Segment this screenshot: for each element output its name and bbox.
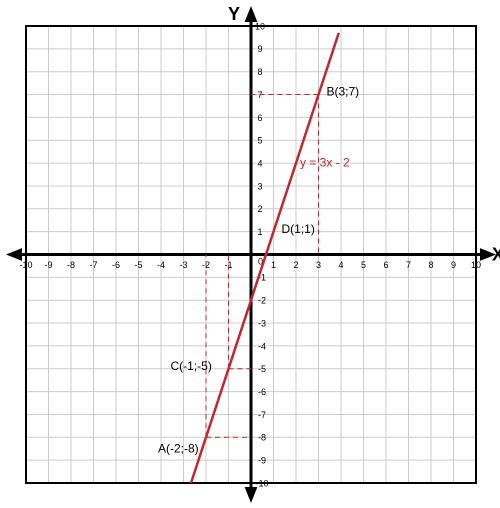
y-tick-label: 3 <box>257 181 262 191</box>
y-tick-label: -4 <box>258 341 266 351</box>
y-tick-label: 10 <box>255 21 265 31</box>
x-tick-label: -5 <box>134 260 142 270</box>
x-tick-label: -4 <box>157 260 165 270</box>
x-tick-label: 5 <box>361 260 366 270</box>
y-tick-label: 5 <box>257 136 262 146</box>
y-axis-title: Y <box>228 4 240 24</box>
y-tick-label: 6 <box>257 113 262 123</box>
x-tick-label: 4 <box>338 260 343 270</box>
x-tick-label: 2 <box>293 260 298 270</box>
y-tick-label: -6 <box>258 387 266 397</box>
point-label-A: A(-2;-8) <box>158 441 199 455</box>
y-tick-label: -7 <box>258 410 266 420</box>
y-tick-label: -10 <box>255 478 268 488</box>
x-tick-label: 6 <box>383 260 388 270</box>
x-tick-label: 9 <box>451 260 456 270</box>
x-tick-label: -8 <box>67 260 75 270</box>
y-tick-label: -3 <box>258 318 266 328</box>
point-label-D: D(1;1) <box>282 222 315 236</box>
y-tick-label: 8 <box>257 67 262 77</box>
y-tick-label: 2 <box>257 204 262 214</box>
x-tick-label: 10 <box>471 260 481 270</box>
linear-chart: -10-9-8-7-6-5-4-3-2-112345678910-10-9-8-… <box>0 0 500 508</box>
chart-svg: -10-9-8-7-6-5-4-3-2-112345678910-10-9-8-… <box>0 0 500 508</box>
x-tick-label: 8 <box>428 260 433 270</box>
point-label-C: C(-1;-5) <box>171 359 212 373</box>
x-tick-label: -6 <box>112 260 120 270</box>
y-tick-label: -5 <box>258 364 266 374</box>
x-tick-label: -9 <box>44 260 52 270</box>
y-tick-label: 1 <box>257 227 262 237</box>
x-tick-label: 1 <box>271 260 276 270</box>
x-tick-label: -7 <box>89 260 97 270</box>
y-tick-label: 9 <box>257 44 262 54</box>
x-tick-label: -10 <box>19 260 32 270</box>
y-tick-label: -2 <box>258 296 266 306</box>
x-tick-label: -3 <box>179 260 187 270</box>
y-tick-label: -9 <box>258 456 266 466</box>
x-tick-label: 7 <box>406 260 411 270</box>
y-tick-label: -8 <box>258 433 266 443</box>
equation-label: y = 3x - 2 <box>300 155 350 169</box>
x-axis-title: X <box>492 245 500 265</box>
x-tick-label: 3 <box>316 260 321 270</box>
y-tick-label: 4 <box>257 158 262 168</box>
point-label-B: B(3;7) <box>327 85 360 99</box>
